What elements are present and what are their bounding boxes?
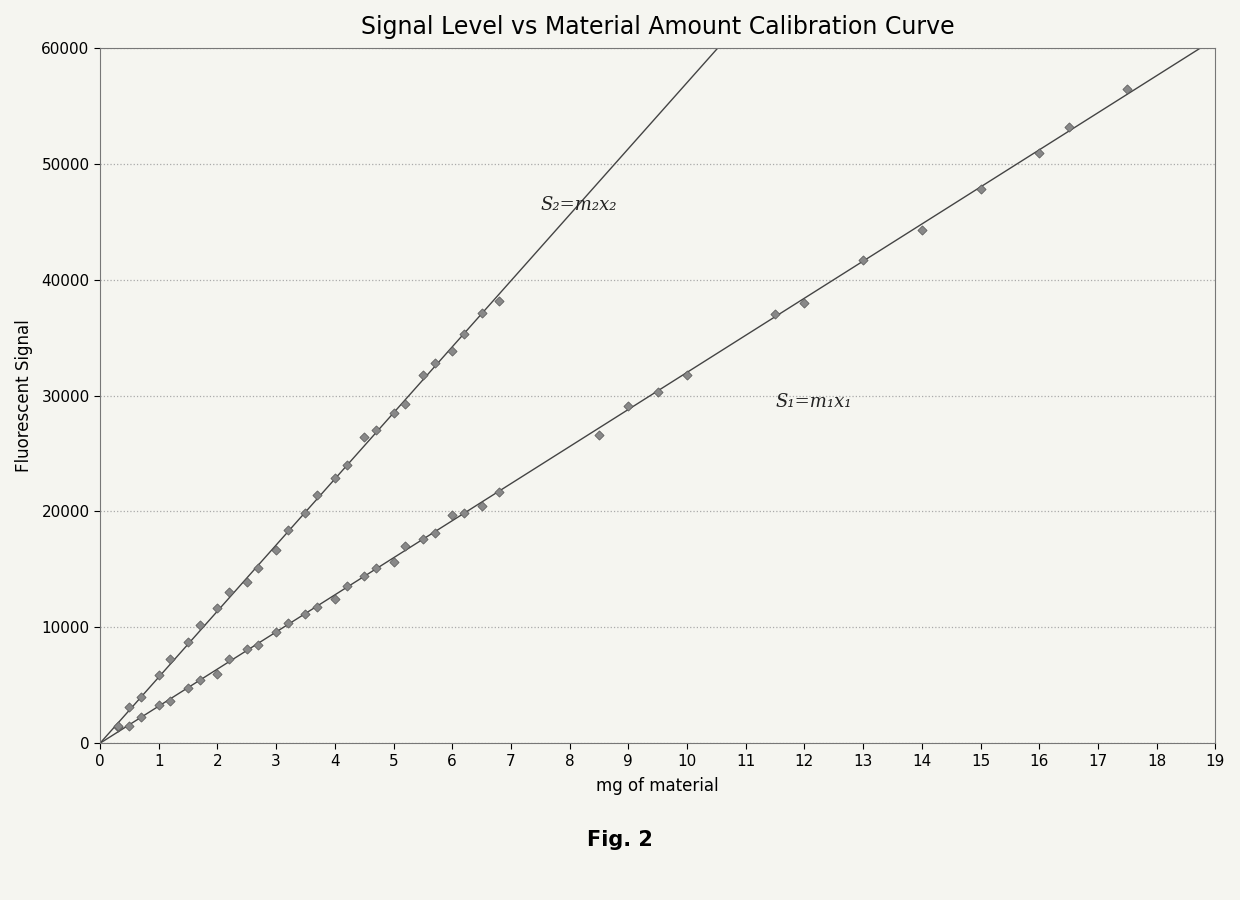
Point: [179, 634, 198, 649]
Point: [1029, 146, 1049, 160]
Point: [413, 368, 433, 382]
Point: [190, 618, 210, 633]
Point: [366, 423, 386, 437]
Point: [308, 599, 327, 614]
Point: [160, 694, 180, 708]
Point: [971, 182, 991, 196]
Point: [248, 561, 268, 575]
Point: [160, 652, 180, 666]
Point: [396, 538, 415, 553]
Point: [454, 327, 474, 341]
Point: [413, 532, 433, 546]
Text: S₁=m₁x₁: S₁=m₁x₁: [775, 393, 852, 411]
Title: Signal Level vs Material Amount Calibration Curve: Signal Level vs Material Amount Calibrat…: [361, 15, 955, 39]
Point: [424, 526, 444, 540]
Point: [108, 720, 128, 734]
Point: [325, 471, 345, 485]
Text: Fig. 2: Fig. 2: [587, 830, 653, 850]
Point: [911, 223, 931, 238]
Point: [219, 652, 239, 666]
Point: [1059, 120, 1079, 134]
Point: [179, 680, 198, 695]
Point: [424, 356, 444, 370]
Y-axis label: Fluorescent Signal: Fluorescent Signal: [15, 320, 33, 472]
Point: [131, 710, 151, 724]
Point: [366, 561, 386, 575]
Point: [278, 616, 298, 630]
Point: [383, 555, 403, 570]
Point: [647, 385, 667, 400]
Point: [1117, 82, 1137, 96]
X-axis label: mg of material: mg of material: [596, 777, 719, 795]
Text: S₂=m₂x₂: S₂=m₂x₂: [541, 196, 616, 214]
Point: [677, 367, 697, 382]
Point: [471, 500, 491, 514]
Point: [237, 642, 257, 656]
Point: [336, 458, 356, 473]
Point: [119, 719, 139, 733]
Point: [336, 579, 356, 593]
Point: [443, 508, 463, 522]
Point: [119, 700, 139, 715]
Point: [108, 719, 128, 733]
Point: [853, 252, 873, 266]
Point: [355, 569, 374, 583]
Point: [131, 690, 151, 705]
Point: [248, 638, 268, 652]
Point: [207, 600, 227, 615]
Point: [219, 585, 239, 599]
Point: [454, 506, 474, 520]
Point: [190, 673, 210, 688]
Point: [237, 575, 257, 590]
Point: [149, 668, 169, 682]
Point: [383, 406, 403, 420]
Point: [619, 400, 639, 414]
Point: [295, 506, 315, 520]
Point: [207, 667, 227, 681]
Point: [308, 488, 327, 502]
Point: [765, 307, 785, 321]
Point: [490, 293, 510, 308]
Point: [149, 698, 169, 712]
Point: [278, 522, 298, 536]
Point: [471, 306, 491, 320]
Point: [355, 430, 374, 445]
Point: [295, 607, 315, 621]
Point: [443, 344, 463, 358]
Point: [490, 485, 510, 500]
Point: [325, 592, 345, 607]
Point: [267, 626, 286, 640]
Point: [589, 428, 609, 442]
Point: [396, 397, 415, 411]
Point: [267, 543, 286, 557]
Point: [795, 296, 815, 310]
